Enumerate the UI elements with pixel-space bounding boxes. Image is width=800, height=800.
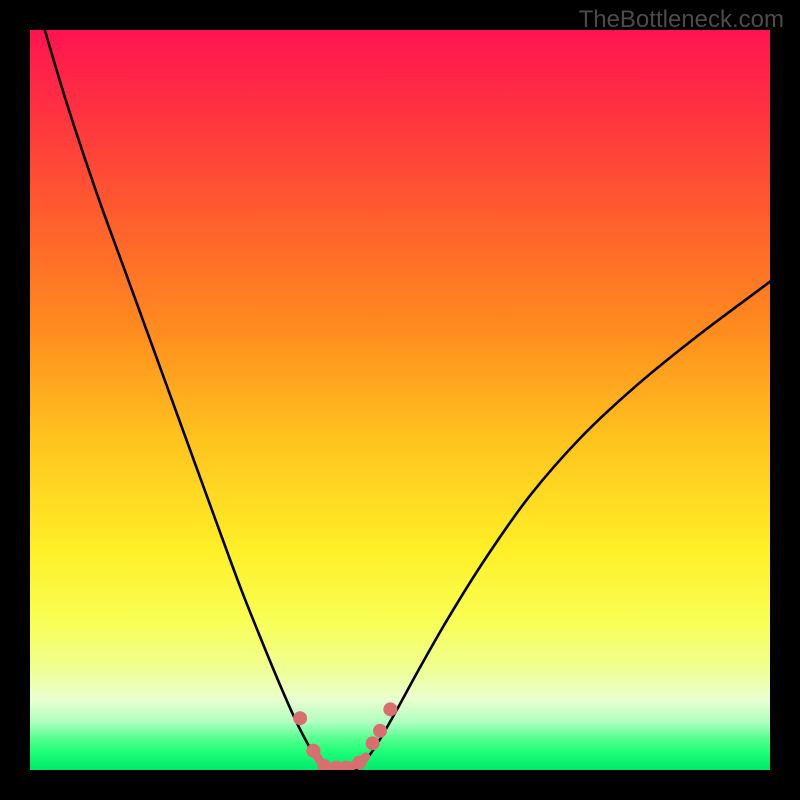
marker-dot [294,712,307,725]
chart-background-gradient [30,30,770,770]
marker-dot [318,760,331,770]
marker-dot [366,737,379,750]
marker-dot [339,761,352,770]
marker-dot [384,703,397,716]
chart-svg [30,30,770,770]
watermark-text: TheBottleneck.com [579,6,784,34]
marker-dot [374,724,387,737]
marker-dot [307,744,320,757]
chart-plot-area [30,30,770,770]
marker-dot [353,756,366,769]
